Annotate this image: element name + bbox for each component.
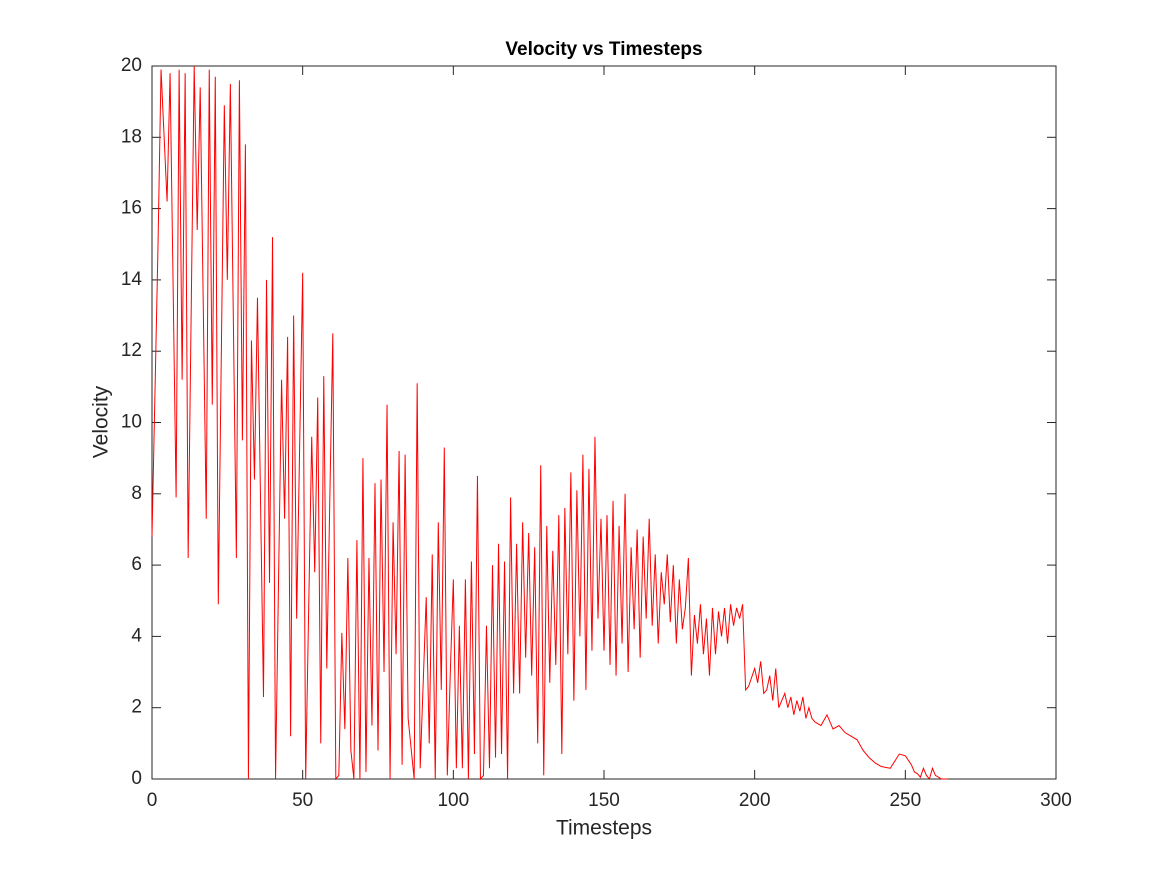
y-tick-label: 2	[131, 697, 142, 718]
y-tick-label: 18	[121, 126, 142, 147]
chart-title: Velocity vs Timesteps	[505, 39, 702, 60]
y-tick-label: 16	[121, 198, 142, 219]
x-tick-label: 0	[147, 790, 158, 811]
y-tick-label: 0	[131, 768, 142, 789]
x-tick-label: 50	[292, 790, 313, 811]
x-tick-label: 150	[588, 790, 620, 811]
x-tick-label: 250	[889, 790, 921, 811]
data-line	[151, 65, 948, 781]
y-tick-label: 10	[121, 412, 142, 433]
x-tick-label: 100	[437, 790, 469, 811]
x-tick-label: 200	[739, 790, 771, 811]
x-axis-label: Timesteps	[556, 817, 652, 840]
x-tick-label: 300	[1040, 790, 1072, 811]
y-tick-label: 4	[131, 625, 142, 646]
y-tick-label: 12	[121, 340, 142, 361]
y-tick-label: 8	[131, 483, 142, 504]
y-tick-label: 14	[121, 269, 143, 290]
y-tick-label: 20	[121, 55, 142, 76]
y-axis-label: Velocity	[90, 385, 113, 458]
y-tick-label: 6	[131, 554, 142, 575]
